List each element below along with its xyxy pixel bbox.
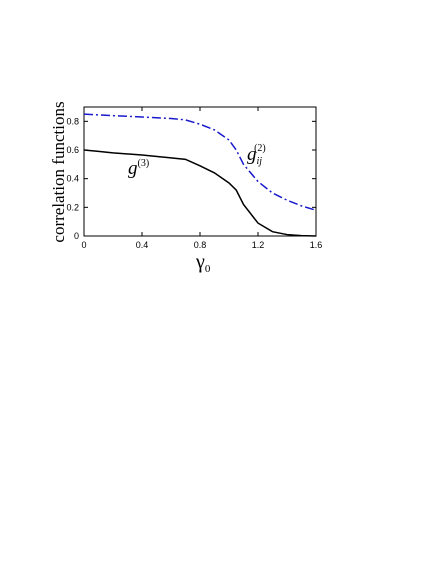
series-label-base: g bbox=[247, 144, 257, 165]
x-tick-label: 1.2 bbox=[252, 240, 265, 250]
x-axis-label-sub: 0 bbox=[205, 263, 211, 275]
y-tick-label: 0.8 bbox=[66, 116, 79, 126]
x-tick-label: 0 bbox=[81, 240, 86, 250]
x-axis-label: γ0 bbox=[195, 251, 211, 275]
series-line bbox=[83, 149, 317, 237]
y-tick-label: 0.6 bbox=[66, 145, 79, 155]
series-label: g(3) bbox=[128, 158, 149, 179]
series-line bbox=[83, 113, 317, 211]
series-label-sup: (3) bbox=[138, 158, 150, 169]
series-label-sub: ij bbox=[257, 156, 263, 167]
x-tick-label: 0.8 bbox=[194, 240, 207, 250]
plot-frame bbox=[83, 106, 317, 237]
y-axis-label: correlation functions bbox=[49, 101, 68, 242]
y-tick-label: 0 bbox=[74, 231, 79, 241]
x-tick-label: 0.4 bbox=[136, 240, 149, 250]
y-tick-label: 0.4 bbox=[66, 174, 79, 184]
series-label-base: g bbox=[128, 158, 138, 179]
y-tick-label: 0.2 bbox=[66, 202, 79, 212]
x-axis-label-base: γ bbox=[195, 251, 205, 273]
series-label: gij (2) bbox=[247, 143, 266, 167]
x-tick-label: 1.6 bbox=[310, 240, 323, 250]
series-label-sup: (2) bbox=[254, 143, 266, 154]
